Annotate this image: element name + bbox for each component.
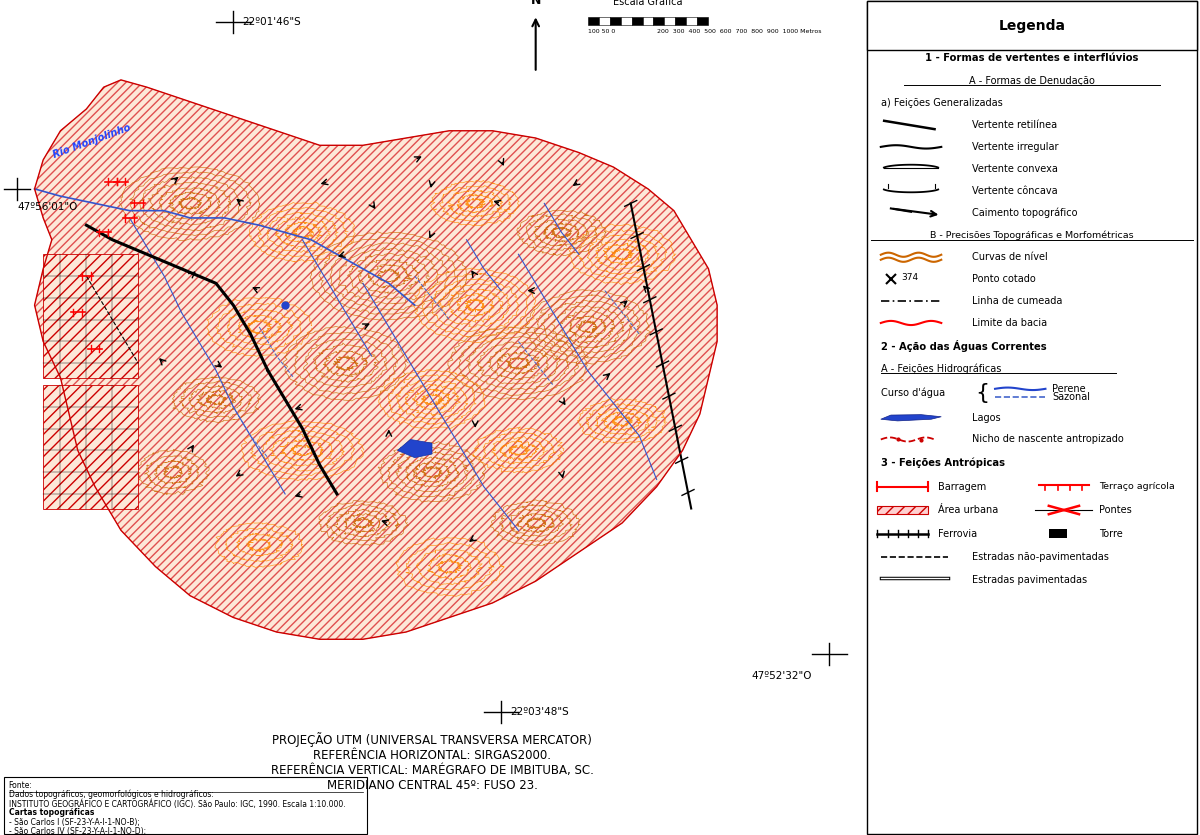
Polygon shape [35,80,718,640]
Bar [676,17,686,25]
Text: Estradas pavimentadas: Estradas pavimentadas [972,574,1087,584]
Text: N: N [530,0,541,8]
Text: A - Feições Hidrográficas: A - Feições Hidrográficas [881,363,1001,373]
Text: - São Carlos I (SF-23-Y-A-I-1-NO-B);: - São Carlos I (SF-23-Y-A-I-1-NO-B); [8,817,139,827]
Text: 3 - Feições Antrópicas: 3 - Feições Antrópicas [881,458,1004,468]
Text: 374: 374 [901,273,918,282]
Polygon shape [881,415,941,421]
Text: Vertente côncava: Vertente côncava [972,185,1057,195]
Text: Barragem: Barragem [938,482,986,492]
Text: Pontes: Pontes [1099,505,1132,515]
Text: INSTITUTO GEOGRÁFICO E CARTOGRÁFICO (IGC). São Paulo: IGC, 1990. Escala 1:10.000: INSTITUTO GEOGRÁFICO E CARTOGRÁFICO (IGC… [8,799,346,808]
Text: 47º52'32"O: 47º52'32"O [751,671,812,681]
Text: Terraço agrícola: Terraço agrícola [1099,482,1175,491]
Text: - São Carlos IV (SF-23-Y-A-I-1-NO-D);: - São Carlos IV (SF-23-Y-A-I-1-NO-D); [8,827,145,835]
Bar [642,17,654,25]
Text: Estradas não-pavimentadas: Estradas não-pavimentadas [972,552,1109,562]
Bar [665,17,676,25]
Text: 1 - Formas de vertentes e interflúvios: 1 - Formas de vertentes e interflúvios [925,53,1139,63]
Text: 22º01'46"S: 22º01'46"S [242,17,301,27]
Bar [588,17,599,25]
Text: Ponto cotado: Ponto cotado [972,274,1036,284]
Text: PROJEÇÃO UTM (UNIVERSAL TRANSVERSA MERCATOR)
REFERÊNCIA HORIZONTAL: SIRGAS2000.
: PROJEÇÃO UTM (UNIVERSAL TRANSVERSA MERCA… [270,731,594,792]
Text: Lagos: Lagos [972,412,1000,423]
Text: Limite da bacia: Limite da bacia [972,318,1046,328]
Text: Nicho de nascente antropizado: Nicho de nascente antropizado [972,434,1123,444]
Bar [654,17,665,25]
Bar [868,1,1196,50]
Text: 47º56'01"O: 47º56'01"O [17,202,78,212]
Text: Vertente retilínea: Vertente retilínea [972,120,1057,130]
Bar [877,506,928,514]
Bar [631,17,642,25]
Bar [599,17,610,25]
Text: {: { [974,383,989,403]
Text: 200  300  400  500  600  700  800  900  1000 Metros: 200 300 400 500 600 700 800 900 1000 Met… [656,29,821,34]
Text: Área urbana: Área urbana [938,505,998,515]
Polygon shape [35,80,718,640]
Text: Fonte:: Fonte: [8,781,32,790]
Text: B - Precisões Topográficas e Morfométricas: B - Precisões Topográficas e Morfométric… [930,230,1134,240]
Bar [5,777,367,834]
Polygon shape [43,385,138,509]
Text: 100 50 0: 100 50 0 [588,29,614,34]
Text: a) Feições Generalizadas: a) Feições Generalizadas [881,98,1002,108]
Text: Sazonal: Sazonal [1052,392,1090,402]
Text: Curso d'água: Curso d'água [881,387,944,398]
Text: Linha de cumeada: Linha de cumeada [972,296,1062,306]
Text: Curvas de nível: Curvas de nível [972,252,1048,262]
Text: Legenda: Legenda [998,19,1066,33]
Text: A - Formas de Denudação: A - Formas de Denudação [970,76,1094,86]
Text: Escala Gráfica: Escala Gráfica [613,0,683,8]
Text: 2 - Ação das Águas Correntes: 2 - Ação das Águas Correntes [881,341,1046,352]
Polygon shape [43,254,138,377]
Polygon shape [397,439,432,458]
Text: Vertente irregular: Vertente irregular [972,142,1058,152]
Bar [686,17,697,25]
Text: Ferrovia: Ferrovia [938,529,977,539]
Text: Caimento topográfico: Caimento topográfico [972,207,1078,218]
Text: Torre: Torre [1099,529,1123,539]
Text: Vertente convexa: Vertente convexa [972,164,1057,174]
Text: Perene: Perene [1052,384,1086,394]
Bar [620,17,631,25]
Text: Rio Monjolinho: Rio Monjolinho [52,123,132,159]
Bar [610,17,620,25]
Bar [697,17,708,25]
Bar [1049,529,1067,538]
Text: Cartas topográficas: Cartas topográficas [8,808,94,817]
Text: 22º03'48"S: 22º03'48"S [510,707,569,717]
Text: Dados topográficos, geomorfológicos e hidrográficos:: Dados topográficos, geomorfológicos e hi… [8,790,214,799]
